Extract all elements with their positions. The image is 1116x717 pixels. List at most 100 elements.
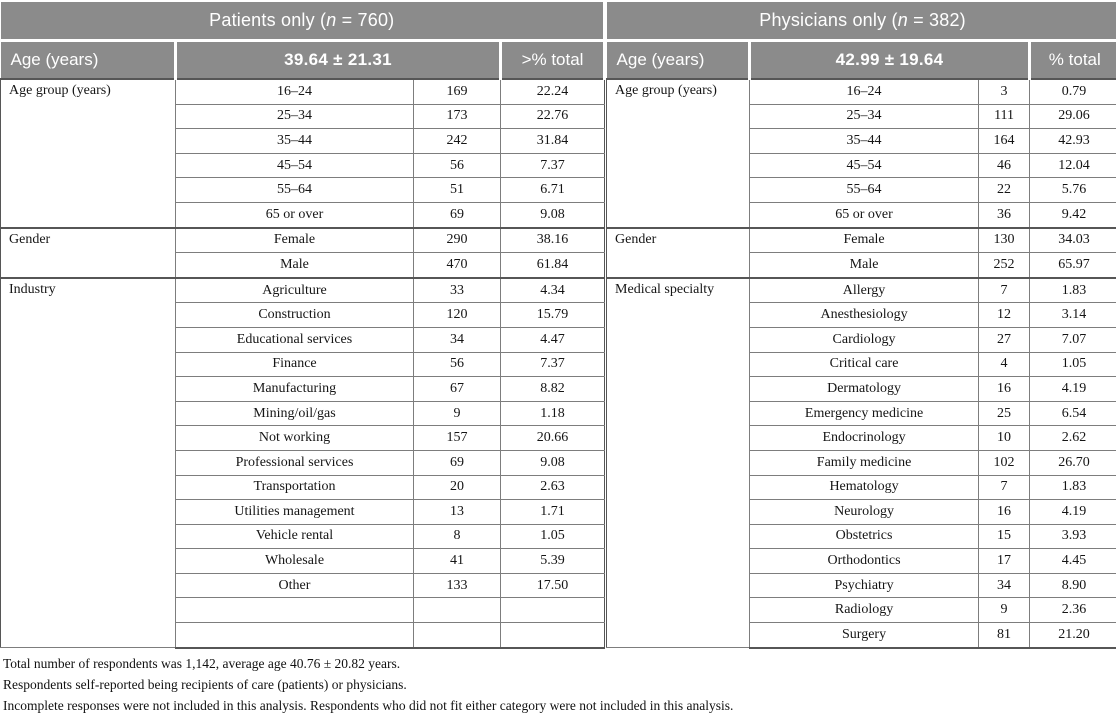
count-cell: 81: [978, 622, 1031, 649]
count-cell: 20: [413, 474, 501, 501]
table-row: Age (years) 39.64 ± 21.31 >% total: [0, 40, 607, 79]
percent-cell: 7.37: [499, 152, 606, 179]
count-cell: 41: [413, 548, 501, 574]
percent-cell: 21.20: [1029, 622, 1116, 649]
table-row: Age group (years) 16–24 169 22.24: [0, 77, 606, 229]
table-container: Patients only (n = 760) Age (years) 39.6…: [0, 2, 1116, 649]
percent-cell: 31.84: [499, 128, 606, 154]
table-row: Patients only (n = 760): [0, 2, 607, 42]
category-cell: Obstetrics: [749, 523, 980, 550]
percent-cell: 22.24: [499, 77, 606, 105]
count-cell: 25: [978, 400, 1031, 427]
table-row: Educational services 34 4.47: [1, 326, 606, 353]
title-text: = 760): [336, 10, 395, 30]
category-cell: Psychiatry: [749, 572, 980, 599]
table-row: [1, 622, 606, 649]
title-n-italic: n: [897, 10, 908, 30]
percent-cell: 4.47: [499, 326, 606, 353]
count-cell: 120: [413, 302, 501, 328]
table-row: Endocrinology 10 2.62: [607, 425, 1116, 451]
category-cell: Cardiology: [749, 326, 980, 353]
category-cell: 55–64: [175, 177, 414, 203]
category-cell: 65 or over: [749, 201, 980, 229]
row-group-label: Age group (years): [0, 78, 176, 229]
percent-cell: 1.83: [1029, 474, 1116, 501]
count-cell: 3: [978, 77, 1031, 105]
category-cell: Finance: [175, 351, 414, 378]
percent-cell: 4.19: [1029, 499, 1116, 525]
table-row: Transportation 20 2.63: [1, 474, 606, 501]
category-cell: Allergy: [749, 276, 980, 304]
footnote-total-respondents: Total number of respondents was 1,142, a…: [3, 655, 401, 671]
category-cell: Orthodontics: [749, 548, 980, 574]
patients-table: Patients only (n = 760) Age (years) 39.6…: [0, 2, 607, 649]
percent-cell: 5.76: [1029, 177, 1116, 203]
count-cell: 15: [978, 523, 1031, 550]
percent-cell: 1.05: [499, 523, 606, 550]
count-cell: 7: [978, 276, 1031, 304]
category-cell: Female: [749, 226, 980, 254]
count-cell: 157: [413, 425, 501, 451]
count-cell: 33: [413, 276, 501, 304]
count-cell: 16: [978, 499, 1031, 525]
physicians-table-body: Age group (years) 16–24 3 0.79 25–34 111 29.06…: [606, 77, 1116, 649]
category-cell: Critical care: [749, 351, 980, 378]
table-row: Age (years) 42.99 ± 19.64 % total: [606, 40, 1116, 79]
percent-cell: 8.90: [1029, 572, 1116, 599]
count-cell: 252: [978, 252, 1031, 279]
category-cell: Other: [175, 572, 414, 599]
count-cell: 34: [413, 326, 501, 353]
percent-cell: 61.84: [499, 252, 606, 279]
percent-cell: 9.42: [1029, 201, 1116, 229]
count-cell: 102: [978, 449, 1031, 476]
category-cell: Dermatology: [749, 376, 980, 402]
table-row: 35–44 164 42.93: [607, 128, 1116, 154]
table-row: Industry Agriculture 33 4.34: [0, 276, 606, 649]
category-cell: Educational services: [175, 326, 414, 353]
physicians-table: Physicians only (n = 382) Age (years) 42…: [606, 2, 1116, 649]
table-row: Age group (years) 16–24 3 0.79: [606, 77, 1116, 229]
table-row: Obstetrics 15 3.93: [607, 523, 1116, 550]
count-cell: 34: [978, 572, 1031, 599]
count-cell: 290: [413, 226, 501, 254]
table-row: Wholesale 41 5.39: [1, 548, 606, 574]
category-cell: [175, 597, 414, 624]
percent-cell: 6.71: [499, 177, 606, 203]
table-row: Gender Female 290 38.16: [0, 226, 606, 279]
percent-cell: 4.34: [499, 276, 606, 304]
percent-cell: 20.66: [499, 425, 606, 451]
table-row: 35–44 242 31.84: [1, 128, 606, 154]
count-cell: 67: [413, 376, 501, 402]
footnote-self-reported: Respondents self-reported being recipien…: [3, 676, 407, 692]
percent-cell: 7.37: [499, 351, 606, 378]
count-cell: 4: [978, 351, 1031, 378]
table-row: Emergency medicine 25 6.54: [607, 400, 1116, 427]
percent-cell: 1.18: [499, 400, 606, 427]
percent-cell: 34.03: [1029, 226, 1116, 254]
count-cell: [413, 622, 501, 649]
percent-cell: 42.93: [1029, 128, 1116, 154]
table-footnotes: Total number of respondents was 1,142, a…: [0, 656, 1116, 715]
table-row: 25–34 111 29.06: [607, 103, 1116, 130]
count-cell: 36: [978, 201, 1031, 229]
percent-cell: 15.79: [499, 302, 606, 328]
category-cell: Hematology: [749, 474, 980, 501]
count-cell: 46: [978, 152, 1031, 179]
percent-cell: 5.39: [499, 548, 606, 574]
table-row: Anesthesiology 12 3.14: [607, 302, 1116, 328]
category-cell: Agriculture: [175, 276, 414, 304]
category-cell: Female: [175, 226, 414, 254]
count-cell: 164: [978, 128, 1031, 154]
count-cell: 242: [413, 128, 501, 154]
mean-sd-header: 39.64 ± 21.31: [175, 40, 502, 79]
count-cell: 173: [413, 103, 501, 130]
percent-cell: 0.79: [1029, 77, 1116, 105]
count-cell: [413, 597, 501, 624]
category-cell: Transportation: [175, 474, 414, 501]
table-row: Hematology 7 1.83: [607, 474, 1116, 501]
row-group-label: Gender: [0, 226, 176, 279]
category-cell: Endocrinology: [749, 425, 980, 451]
count-cell: 8: [413, 523, 501, 550]
row-group-label: Industry: [0, 276, 176, 649]
